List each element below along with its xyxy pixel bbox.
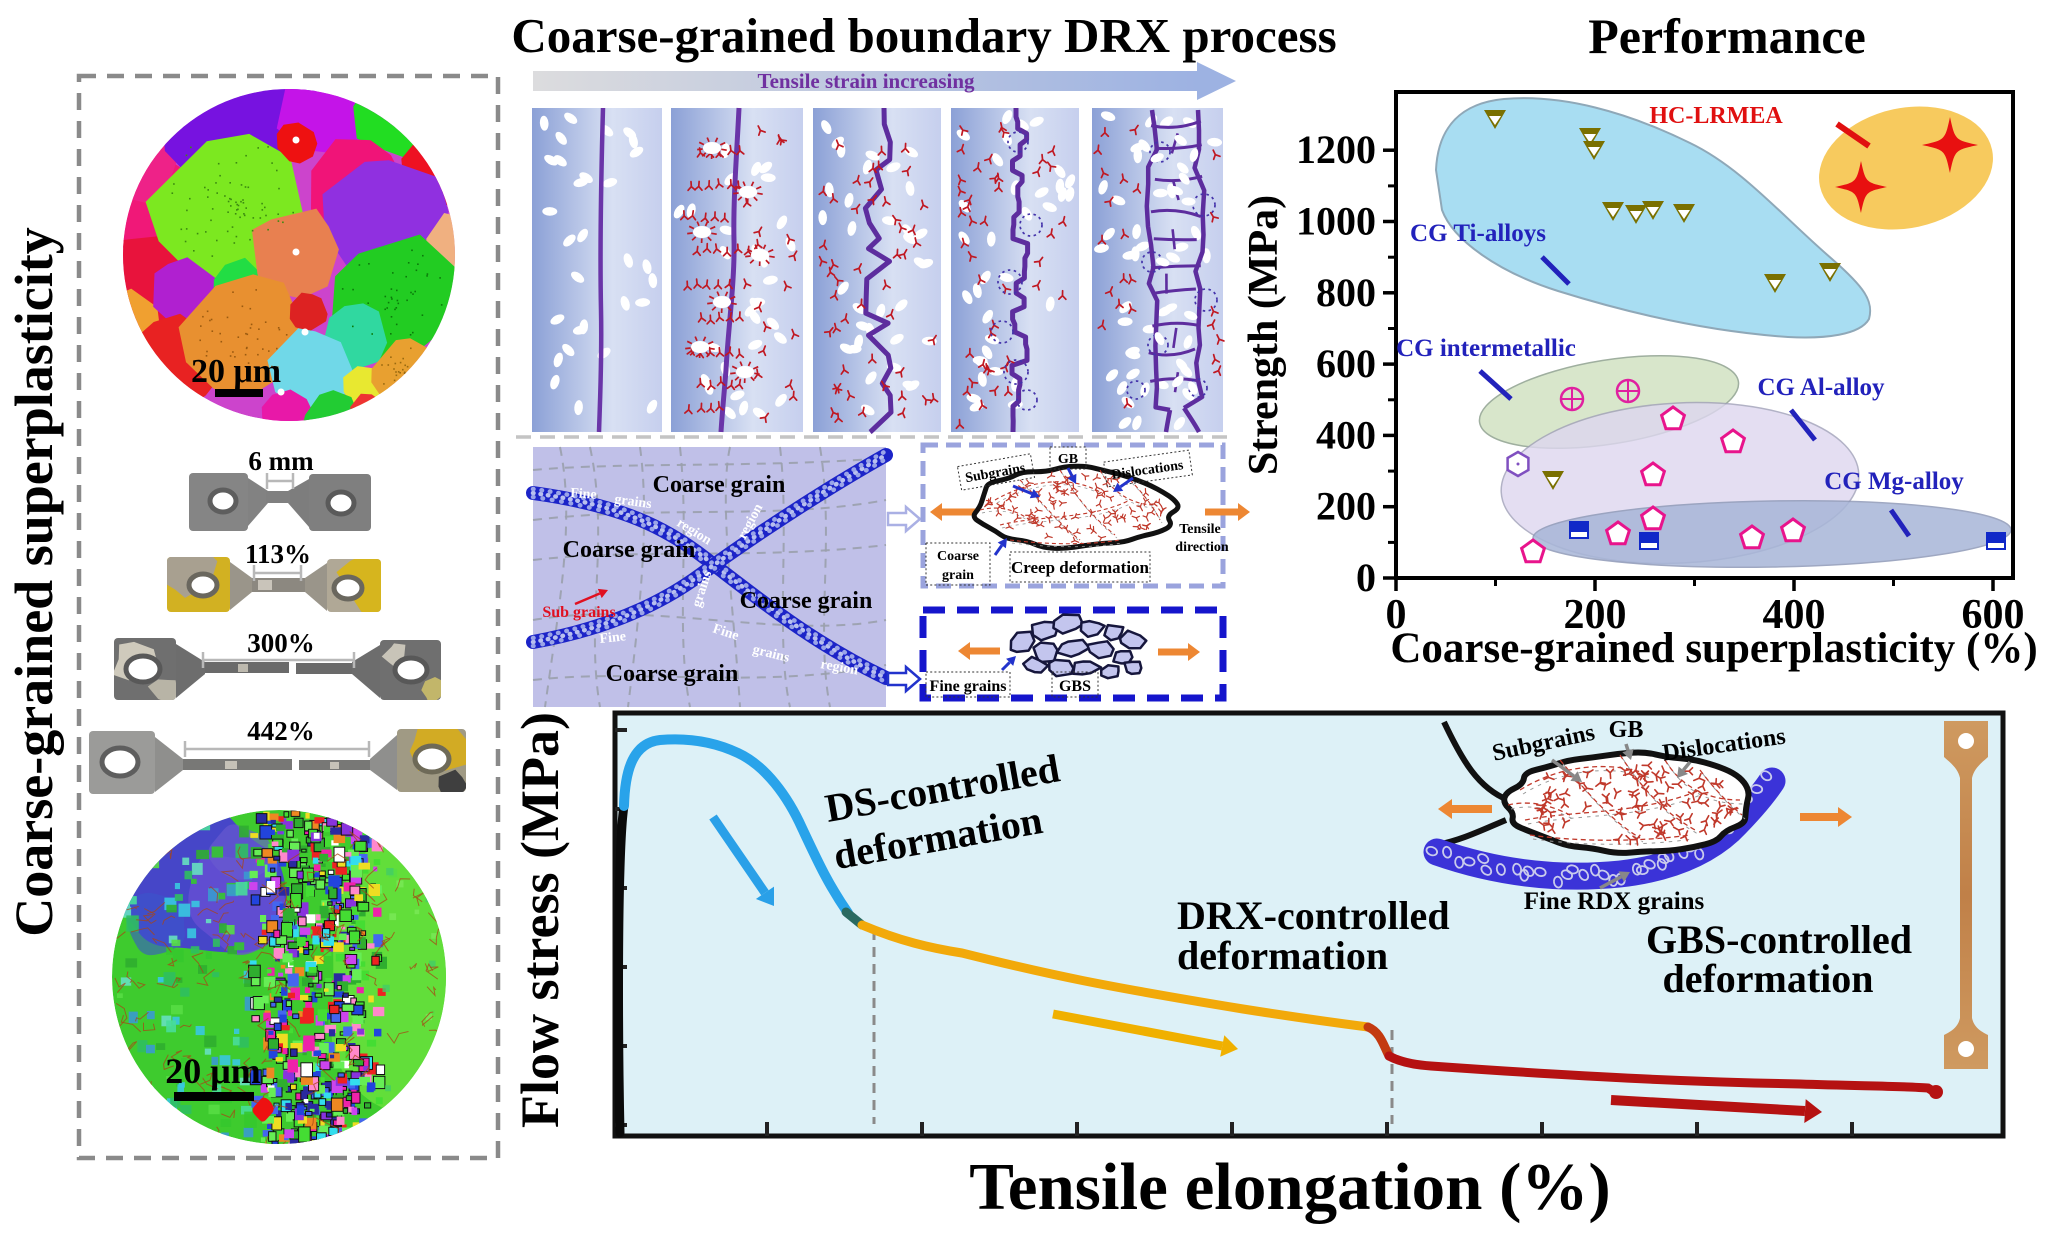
svg-text:Coarse: Coarse (937, 549, 979, 564)
svg-text:0: 0 (1356, 555, 1376, 600)
svg-text:113%: 113% (245, 539, 311, 569)
svg-text:600: 600 (1316, 341, 1376, 386)
svg-text:CG Al-alloy: CG Al-alloy (1757, 374, 1885, 401)
svg-text:300%: 300% (247, 628, 315, 658)
svg-text:Sub grains: Sub grains (542, 604, 615, 621)
svg-text:Fine: Fine (599, 629, 627, 647)
svg-text:1200: 1200 (1296, 127, 1376, 172)
svg-text:20 μm: 20 μm (165, 1051, 260, 1091)
svg-text:Fine grains: Fine grains (930, 678, 1007, 695)
svg-text:400: 400 (1316, 412, 1376, 457)
svg-text:GB: GB (1058, 452, 1078, 467)
svg-text:Coarse grain: Coarse grain (740, 588, 873, 614)
svg-text:CG Ti-alloys: CG Ti-alloys (1410, 220, 1546, 247)
svg-text:442%: 442% (247, 716, 315, 746)
svg-text:deformation: deformation (1662, 956, 1873, 1001)
svg-text:Creep deformation: Creep deformation (1011, 558, 1150, 577)
svg-text:20 μm: 20 μm (191, 353, 281, 390)
svg-text:HC-LRMEA: HC-LRMEA (1649, 103, 1783, 129)
svg-text:CG Mg-alloy: CG Mg-alloy (1824, 468, 1964, 495)
svg-text:Coarse grain: Coarse grain (606, 661, 739, 687)
svg-text:direction: direction (1175, 540, 1229, 555)
svg-text:Tensile: Tensile (1179, 522, 1221, 537)
svg-text:Tensile strain increasing: Tensile strain increasing (757, 69, 975, 93)
svg-text:GBS: GBS (1059, 678, 1091, 695)
svg-text:Coarse-grained boundary DRX pr: Coarse-grained boundary DRX process (511, 8, 1336, 63)
svg-text:Coarse-grained superplasticity: Coarse-grained superplasticity (4, 227, 64, 936)
svg-text:6 mm: 6 mm (248, 446, 314, 476)
svg-text:GB: GB (1609, 717, 1644, 743)
svg-text:Fine: Fine (570, 486, 597, 503)
svg-text:Coarse-grained superplasticity: Coarse-grained superplasticity (%) (1390, 625, 2037, 672)
svg-text:Flow stress (MPa): Flow stress (MPa) (510, 712, 570, 1128)
svg-text:deformation: deformation (1177, 933, 1388, 978)
svg-text:Coarse grain: Coarse grain (563, 537, 696, 563)
svg-text:Fine RDX grains: Fine RDX grains (1524, 888, 1705, 915)
svg-text:Tensile elongation (%): Tensile elongation (%) (969, 1150, 1611, 1224)
svg-text:CG intermetallic: CG intermetallic (1396, 335, 1576, 362)
svg-text:200: 200 (1316, 484, 1376, 529)
svg-text:Performance: Performance (1588, 8, 1866, 64)
svg-text:Coarse grain: Coarse grain (653, 472, 786, 498)
svg-text:1000: 1000 (1296, 199, 1376, 244)
svg-text:DRX-controlled: DRX-controlled (1177, 893, 1450, 938)
svg-text:grain: grain (942, 568, 974, 583)
svg-text:800: 800 (1316, 270, 1376, 315)
svg-text:Strength (MPa): Strength (MPa) (1241, 195, 1287, 475)
